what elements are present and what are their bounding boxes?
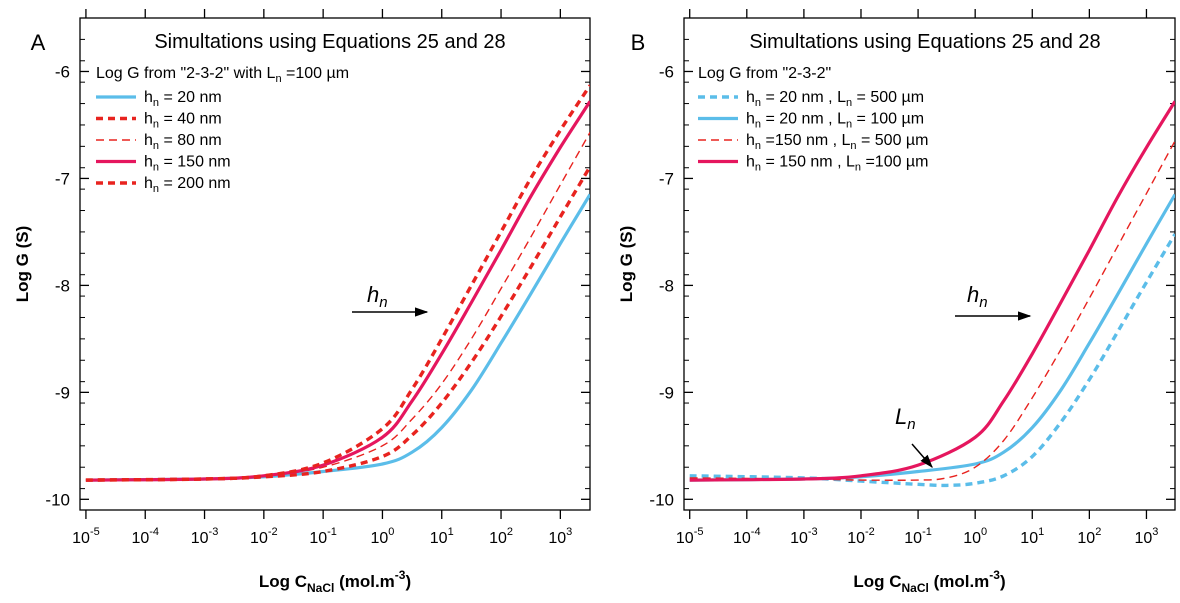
annotation-ln-arrow [911, 443, 933, 469]
x-tick-label: 10-3 [191, 526, 219, 547]
annotation-ln: Ln [895, 404, 916, 433]
legend-header: Log G from "2-3-2" [698, 65, 831, 82]
legend-label-1: hn = 20 nm , Ln = 500 µm [746, 89, 924, 109]
series-line-4 [689, 100, 1175, 482]
series-lines [85, 84, 590, 482]
legend-label-3: hn = 80 nm [144, 132, 222, 152]
plot-frame [683, 17, 1176, 511]
panel-label: B [631, 30, 646, 55]
annotation-hn: hn [967, 282, 988, 311]
y-tick-label: -7 [55, 169, 70, 188]
legend-label-2: hn = 40 nm [144, 111, 222, 131]
x-tick-label: 10-5 [676, 526, 704, 547]
x-tick-label: 10-1 [309, 526, 337, 547]
plot-frame [79, 17, 591, 511]
legend-label-4: hn = 150 nm , Ln =100 µm [746, 154, 928, 174]
x-tick-label: 10-5 [72, 526, 100, 547]
x-tick-label: 10-1 [904, 526, 932, 547]
y-axis-label: Log G (S) [13, 226, 32, 302]
series-line-3 [689, 140, 1175, 481]
x-tick-label: 103 [548, 526, 572, 547]
panel-title: Simultations using Equations 25 and 28 [154, 31, 505, 53]
series-line-1 [689, 233, 1175, 488]
x-tick-label: 102 [489, 526, 513, 547]
x-tick-label: 10-2 [250, 526, 278, 547]
x-tick-label: 100 [963, 526, 987, 547]
y-tick-label: -9 [55, 383, 70, 402]
y-tick-label: -10 [45, 490, 70, 509]
y-tick-label: -9 [659, 383, 674, 402]
y-tick-label: -6 [55, 62, 70, 81]
panel-title: Simultations using Equations 25 and 28 [749, 31, 1100, 53]
y-tick-label: -8 [55, 276, 70, 295]
y-tick-label: -6 [659, 62, 674, 81]
x-tick-label: 100 [370, 526, 394, 547]
series-line-2 [689, 193, 1175, 482]
panel-label: A [31, 30, 46, 55]
y-axis-label: Log G (S) [617, 226, 636, 302]
x-tick-label: 10-2 [847, 526, 875, 547]
y-tick-label: -7 [659, 169, 674, 188]
x-tick-label: 102 [1077, 526, 1101, 547]
x-tick-label: 103 [1134, 526, 1158, 547]
legend-label-1: hn = 20 nm [144, 89, 222, 109]
y-tick-label: -8 [659, 276, 674, 295]
x-axis-label: Log CNaCl (mol.m-3) [853, 568, 1005, 595]
y-tick-label: -10 [649, 490, 674, 509]
x-tick-label: 10-4 [733, 526, 761, 547]
x-axis-label: Log CNaCl (mol.m-3) [259, 568, 411, 595]
x-tick-label: 10-4 [131, 526, 159, 547]
x-tick-label: 10-3 [790, 526, 818, 547]
legend-label-2: hn = 20 nm , Ln = 100 µm [746, 111, 924, 131]
series-line-5 [85, 84, 590, 482]
x-tick-label: 101 [430, 526, 454, 547]
legend-label-5: hn = 200 nm [144, 175, 231, 195]
series-lines [689, 100, 1175, 488]
x-tick-label: 101 [1020, 526, 1044, 547]
annotation-hn: hn [367, 282, 388, 311]
legend-header: Log G from "2-3-2" with Ln =100 µm [96, 65, 349, 85]
legend-label-3: hn =150 nm , Ln = 500 µm [746, 132, 928, 152]
series-line-1 [85, 193, 590, 482]
legend-label-4: hn = 150 nm [144, 154, 231, 174]
